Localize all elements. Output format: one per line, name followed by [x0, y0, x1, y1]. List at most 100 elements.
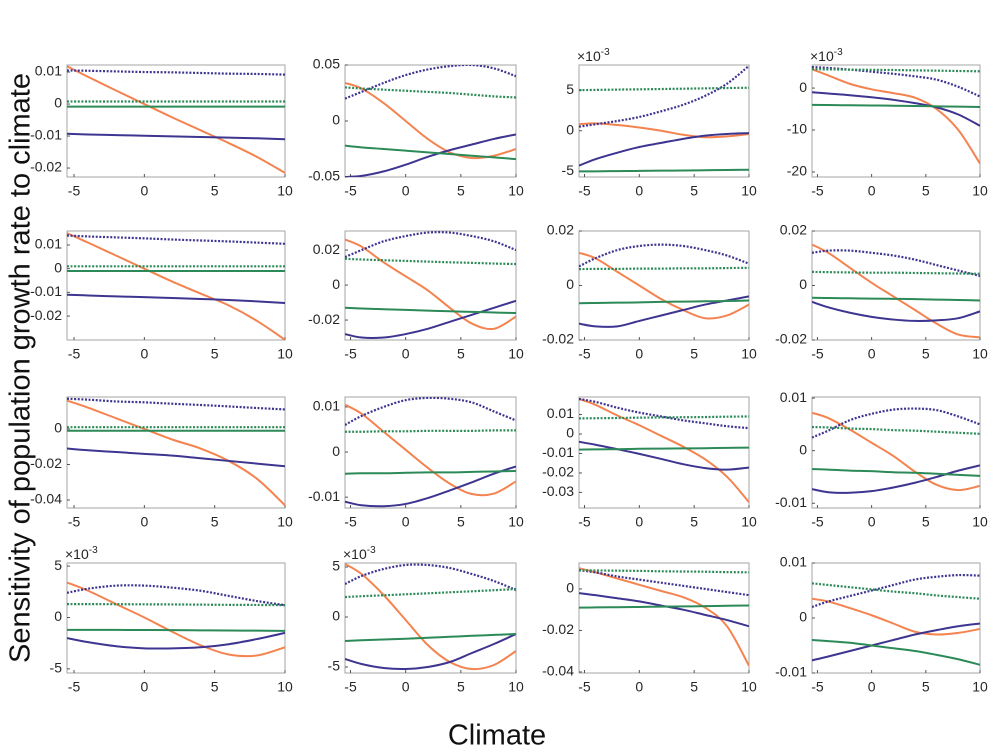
y-tick-label: -0.02: [308, 311, 340, 327]
x-tick-label: 5: [211, 679, 219, 695]
series-line: [67, 584, 285, 607]
panel: 0.01 0 -0.01 -0.02 -0.03-5 0 5 10: [542, 396, 757, 530]
panel: 0.01 0 -0.01-5 0 5 10: [775, 389, 988, 530]
x-tick-label: 0: [635, 514, 643, 530]
series-line: [67, 132, 285, 141]
y-exponent: ×10-3: [65, 545, 98, 562]
y-tick-label: 0: [332, 276, 340, 292]
plot-area: [578, 562, 750, 674]
series-line: [579, 415, 749, 420]
series-line: [812, 582, 980, 600]
x-tick-label: 0: [635, 183, 643, 199]
y-tick-label: 0.01: [35, 236, 62, 252]
series-line: [579, 86, 749, 92]
series-line: [67, 397, 285, 411]
x-tick-label: 0: [140, 346, 148, 362]
plot-area: [578, 396, 750, 509]
series-line: [579, 397, 749, 430]
series-line: [812, 639, 980, 666]
panel: 0.01 0 -0.01-5 0 5 10: [775, 554, 988, 695]
exponent-power: -3: [834, 47, 843, 58]
y-tick-label: 0: [54, 259, 62, 275]
x-tick-label: 10: [972, 346, 988, 362]
y-tick-label: -0.01: [30, 127, 62, 143]
series-line: [67, 628, 285, 632]
x-tick-label: -5: [578, 514, 591, 530]
series-line: [812, 296, 980, 302]
x-tick-label: -5: [344, 679, 357, 695]
series-line: [812, 597, 980, 636]
series-line: [345, 65, 516, 100]
x-tick-label: 0: [868, 514, 876, 530]
y-tick-label: -5: [562, 162, 575, 178]
y-tick-label: -0.01: [775, 494, 807, 510]
y-tick-label: 0: [332, 112, 340, 128]
series-line: [345, 563, 516, 671]
y-tick-label: 0: [566, 121, 574, 137]
series-line: [345, 403, 516, 497]
series-line: [67, 234, 285, 245]
exponent-base: ×10: [343, 546, 367, 562]
panel: 0.05 0 -0.05-5 0 5 10: [308, 56, 524, 199]
panel: 5 0 -5 -5 0 5 10 ×10-3: [50, 545, 293, 695]
y-tick-label: -0.01: [308, 488, 340, 504]
x-tick-label: 10: [741, 514, 757, 530]
panel: 0 -10 -20-5 0 5 10 ×10-3: [787, 47, 988, 199]
panel: 0 -0.02 -0.04-5 0 5 10: [542, 562, 757, 695]
x-tick-label: 0: [868, 679, 876, 695]
x-tick-label: -5: [68, 679, 81, 695]
series-line: [345, 587, 516, 599]
x-tick-label: 5: [922, 679, 930, 695]
x-tick-label: 5: [690, 346, 698, 362]
series-line: [579, 604, 749, 609]
x-tick-label: 10: [508, 679, 524, 695]
x-tick-label: 5: [922, 514, 930, 530]
y-tick-label: 5: [332, 558, 340, 574]
x-tick-label: 5: [922, 346, 930, 362]
plot-area: [66, 562, 286, 674]
y-tick-label: -0.03: [542, 483, 574, 499]
y-tick-label: 0.02: [313, 241, 340, 257]
series-line: [579, 446, 749, 451]
plot-area: [344, 562, 517, 674]
plot-area: [578, 230, 750, 341]
series-line: [345, 397, 516, 426]
series-line: [67, 581, 285, 658]
y-axis-label: Sensitivity of population growth rate to…: [5, 73, 37, 663]
x-tick-label: 5: [211, 183, 219, 199]
series-line: [345, 633, 516, 642]
exponent-base: ×10: [810, 48, 834, 64]
plot-area: [344, 64, 517, 178]
y-tick-label: -0.01: [775, 664, 807, 680]
y-tick-label: -5: [328, 658, 341, 674]
exponent-power: -3: [89, 545, 98, 556]
y-tick-label: -0.02: [542, 621, 574, 637]
series-line: [812, 411, 980, 492]
series-line: [67, 232, 285, 340]
series-line: [812, 622, 980, 662]
series-line: [345, 306, 516, 315]
series-line: [345, 465, 516, 508]
x-tick-label: 10: [508, 514, 524, 530]
x-tick-label: -5: [811, 514, 824, 530]
y-tick-label: 0: [332, 443, 340, 459]
series-line: [345, 231, 516, 259]
series-line: [345, 257, 516, 266]
y-exponent: ×10-3: [577, 47, 610, 64]
series-line: [67, 603, 285, 607]
y-tick-label: 0.01: [780, 554, 807, 570]
y-tick-label: 0.02: [547, 222, 574, 238]
series-line: [812, 103, 980, 108]
series-line: [579, 592, 749, 628]
series-line: [812, 407, 980, 439]
x-tick-label: 5: [690, 679, 698, 695]
x-tick-label: 0: [868, 183, 876, 199]
series-line: [812, 300, 980, 322]
series-line: [812, 464, 980, 494]
series-line: [67, 69, 285, 76]
y-tick-label: -5: [50, 660, 63, 676]
plot-area: [344, 396, 517, 509]
y-tick-label: 0: [332, 608, 340, 624]
y-tick-label: 0: [799, 609, 807, 625]
